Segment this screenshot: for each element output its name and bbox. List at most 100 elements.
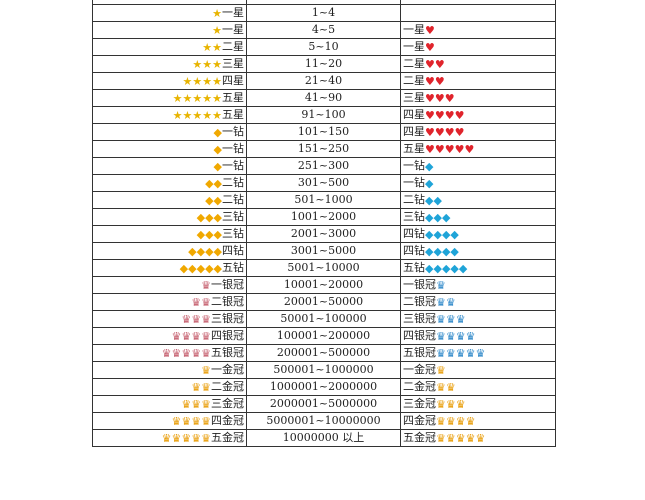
blue-crown-icon: ♛ xyxy=(436,347,446,360)
table-row: ◆◆◆◆◆五钻 5001~10000 五钻◆◆◆◆◆ xyxy=(92,259,556,277)
new-level-cell: 四钻◆◆◆◆ xyxy=(400,242,556,260)
level-label: 四银冠 xyxy=(403,329,436,342)
star-icon: ★ xyxy=(182,92,193,105)
level-label: 五钻 xyxy=(222,261,244,274)
gold-crown-icon: ♛ xyxy=(191,398,202,411)
gold-crown-icon: ♛ xyxy=(455,415,466,428)
table-row: ◆◆◆三钻 1001~2000 三钻◆◆◆ xyxy=(92,208,556,226)
range-cell: 50001~100000 xyxy=(246,310,401,328)
gold-diamond-icon: ◆ xyxy=(196,211,206,224)
blue-diamond-icon: ◆ xyxy=(425,228,434,241)
star-icon: ★ xyxy=(212,24,222,37)
new-level-cell: 一钻◆ xyxy=(400,174,556,192)
star-icon: ★ xyxy=(212,92,222,105)
heart-icon: ♥ xyxy=(425,92,435,105)
level-label: 四钻 xyxy=(403,244,425,257)
blue-crown-icon: ♛ xyxy=(445,347,456,360)
new-level-cell: 四钻◆◆◆◆ xyxy=(400,225,556,243)
new-level-cell xyxy=(400,4,556,22)
gold-crown-icon: ♛ xyxy=(455,398,466,411)
old-level-cell: ◆◆◆三钻 xyxy=(92,225,247,243)
silver-crown-icon: ♛ xyxy=(201,279,211,292)
level-label: 一银冠 xyxy=(211,278,244,291)
old-level-cell: ★★★三星 xyxy=(92,55,247,73)
silver-crown-icon: ♛ xyxy=(191,330,202,343)
old-level-cell: ♛♛二银冠 xyxy=(92,293,247,311)
old-level-cell: ◆◆二钻 xyxy=(92,191,247,209)
blue-diamond-icon: ◆ xyxy=(425,194,434,207)
level-label: 二星 xyxy=(403,57,425,70)
old-level-cell: ♛一银冠 xyxy=(92,276,247,294)
table-row: ♛♛♛三金冠 2000001~5000000 三金冠♛♛♛ xyxy=(92,395,556,413)
star-icon: ★ xyxy=(212,75,222,88)
heart-icon: ♥ xyxy=(425,75,435,88)
range-cell: 41~90 xyxy=(246,89,401,107)
table-row: ★★★★四星 21~40 二星♥♥ xyxy=(92,72,556,90)
new-level-cell: 三金冠♛♛♛ xyxy=(400,395,556,413)
level-label: 三钻 xyxy=(403,210,425,223)
gold-crown-icon: ♛ xyxy=(475,432,486,445)
gold-crown-icon: ♛ xyxy=(191,432,202,445)
gold-crown-icon: ♛ xyxy=(445,415,456,428)
star-icon: ★ xyxy=(192,58,203,71)
gold-diamond-icon: ◆ xyxy=(213,245,222,258)
star-icon: ★ xyxy=(202,92,213,105)
old-level-cell: ◆◆◆◆四钻 xyxy=(92,242,247,260)
heart-icon: ♥ xyxy=(434,75,445,88)
heart-icon: ♥ xyxy=(425,41,435,54)
gold-diamond-icon: ◆ xyxy=(205,245,214,258)
new-level-cell: 五金冠♛♛♛♛♛ xyxy=(400,429,556,447)
level-label: 二银冠 xyxy=(211,295,244,308)
table-row: ♛♛♛♛♛五银冠 200001~500000 五银冠♛♛♛♛♛ xyxy=(92,344,556,362)
gold-diamond-icon: ◆ xyxy=(188,245,197,258)
range-cell: 3001~5000 xyxy=(246,242,401,260)
heart-icon: ♥ xyxy=(444,126,455,139)
blue-crown-icon: ♛ xyxy=(455,313,466,326)
silver-crown-icon: ♛ xyxy=(191,313,202,326)
range-cell: 91~100 xyxy=(246,106,401,124)
level-label: 三钻 xyxy=(222,227,244,240)
range-cell: 5001~10000 xyxy=(246,259,401,277)
level-label: 三金冠 xyxy=(403,397,436,410)
range-cell: 21~40 xyxy=(246,72,401,90)
gold-diamond-icon: ◆ xyxy=(205,211,214,224)
level-label: 一金冠 xyxy=(211,363,244,376)
old-level-cell: ★★二星 xyxy=(92,38,247,56)
blue-diamond-icon: ◆ xyxy=(433,262,442,275)
level-label: 二银冠 xyxy=(403,295,436,308)
level-label: 四钻 xyxy=(403,227,425,240)
star-icon: ★ xyxy=(192,109,203,122)
old-level-cell: ◆◆◆◆◆五钻 xyxy=(92,259,247,277)
level-label: 四金冠 xyxy=(211,414,244,427)
heart-icon: ♥ xyxy=(454,109,465,122)
gold-diamond-icon: ◆ xyxy=(179,262,189,275)
level-label: 一星 xyxy=(403,23,425,36)
silver-crown-icon: ♛ xyxy=(201,347,211,360)
old-level-cell: ★一星 xyxy=(92,4,247,22)
blue-crown-icon: ♛ xyxy=(455,347,466,360)
gold-diamond-icon: ◆ xyxy=(205,194,214,207)
gold-diamond-icon: ◆ xyxy=(213,228,222,241)
heart-icon: ♥ xyxy=(464,143,475,156)
blue-diamond-icon: ◆ xyxy=(433,228,442,241)
blue-crown-icon: ♛ xyxy=(436,296,446,309)
new-level-cell: 一星♥ xyxy=(400,21,556,39)
gold-crown-icon: ♛ xyxy=(465,432,476,445)
level-label: 三银冠 xyxy=(403,312,436,325)
range-cell: 5~10 xyxy=(246,38,401,56)
gold-diamond-icon: ◆ xyxy=(213,262,222,275)
gold-diamond-icon: ◆ xyxy=(213,126,222,139)
level-label: 四金冠 xyxy=(403,414,436,427)
new-level-cell: 一星♥ xyxy=(400,38,556,56)
old-level-cell: ◆一钻 xyxy=(92,123,247,141)
gold-diamond-icon: ◆ xyxy=(213,143,222,156)
star-icon: ★ xyxy=(192,92,203,105)
star-icon: ★ xyxy=(182,75,193,88)
level-label: 五星 xyxy=(222,108,244,121)
table-row: ★★★★★五星 41~90 三星♥♥♥ xyxy=(92,89,556,107)
gold-crown-icon: ♛ xyxy=(436,415,446,428)
range-cell: 10001~20000 xyxy=(246,276,401,294)
gold-diamond-icon: ◆ xyxy=(205,177,214,190)
gold-crown-icon: ♛ xyxy=(465,415,476,428)
gold-diamond-icon: ◆ xyxy=(205,228,214,241)
